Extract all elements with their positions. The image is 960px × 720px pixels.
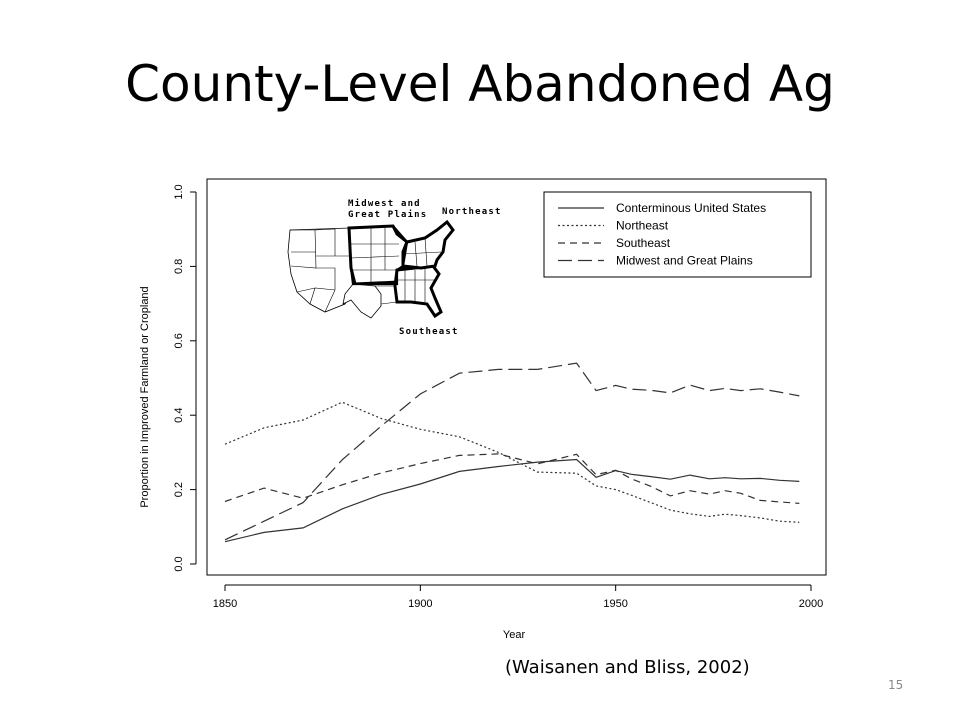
x-tick-label: 1950 bbox=[603, 598, 627, 610]
legend: Conterminous United States Northeast South… bbox=[543, 191, 812, 278]
series-line-longdash bbox=[224, 362, 800, 541]
series-line-dashed bbox=[224, 453, 800, 504]
slide-title: County-Level Abandoned Ag bbox=[125, 55, 835, 113]
chart-figure: 1850 1900 1950 2000 0.0 0.2 0.4 0.6 0.8 1.0 Year… bbox=[130, 170, 850, 650]
plot-frame bbox=[206, 178, 827, 576]
x-tick-label: 2000 bbox=[799, 598, 823, 610]
legend-label: Southeast bbox=[616, 236, 671, 250]
map-label-midwest-line2: Great Plains bbox=[348, 209, 427, 220]
series-layer bbox=[224, 362, 800, 543]
map-label-midwest-line1: Midwest and bbox=[348, 198, 421, 209]
y-axis: 0.0 0.2 0.4 0.6 0.8 1.0 bbox=[173, 184, 197, 572]
map-label-southeast: Southeast bbox=[399, 327, 459, 337]
x-tick-label: 1900 bbox=[408, 598, 432, 610]
citation: (Waisanen and Bliss, 2002) bbox=[505, 657, 750, 678]
series-line-dotted bbox=[224, 401, 800, 523]
series-line-solid bbox=[224, 458, 800, 543]
y-tick-label: 0.4 bbox=[173, 408, 185, 423]
line-chart: 1850 1900 1950 2000 0.0 0.2 0.4 0.6 0.8 1.0 Year… bbox=[139, 178, 827, 641]
x-tick-label: 1850 bbox=[213, 598, 237, 610]
y-axis-label: Proportion in Improved Farmland or Cropl… bbox=[139, 286, 151, 507]
legend-label: Midwest and Great Plains bbox=[616, 254, 753, 268]
x-axis: 1850 1900 1950 2000 bbox=[213, 584, 823, 610]
x-axis-label: Year bbox=[503, 629, 526, 641]
y-tick-label: 0.6 bbox=[173, 333, 185, 348]
page-number: 15 bbox=[888, 678, 904, 692]
y-tick-label: 0.8 bbox=[173, 259, 185, 274]
y-tick-label: 1.0 bbox=[173, 184, 185, 199]
legend-label: Conterminous United States bbox=[616, 201, 766, 215]
us-regions-map bbox=[285, 219, 465, 334]
y-tick-label: 0.2 bbox=[173, 482, 185, 497]
y-tick-label: 0.0 bbox=[173, 556, 185, 571]
map-label-northeast: Northeast bbox=[442, 207, 502, 217]
legend-box bbox=[543, 191, 812, 278]
legend-label: Northeast bbox=[616, 219, 669, 233]
